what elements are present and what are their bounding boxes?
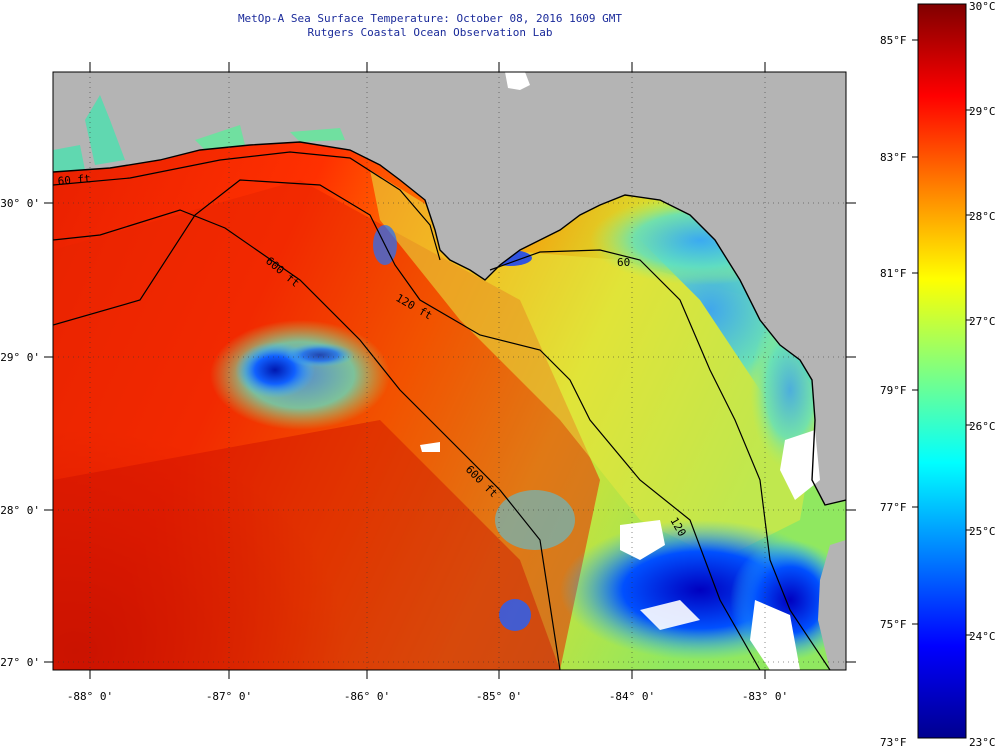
- lat-label: 27° 0': [0, 656, 40, 669]
- axis-ticks: [44, 62, 856, 679]
- map-frame: [52, 71, 847, 671]
- lat-label: 28° 0': [0, 504, 40, 517]
- lat-label: 29° 0': [0, 351, 40, 364]
- lon-label: -88° 0': [67, 690, 113, 703]
- colorbar-fahrenheit-label: 85°F: [880, 34, 907, 47]
- colorbar-fahrenheit-label: 83°F: [880, 151, 907, 164]
- colorbar-fahrenheit-label: 81°F: [880, 267, 907, 280]
- map-subtitle: Rutgers Coastal Ocean Observation Lab: [307, 26, 553, 39]
- colorbar-celsius-label: 27°C: [969, 315, 996, 328]
- isobath-label: 60 ft: [57, 172, 91, 188]
- lon-label: -83° 0': [742, 690, 788, 703]
- colorbar-celsius-label: 23°C: [969, 736, 996, 749]
- land-mass: [53, 72, 846, 505]
- lon-label: -87° 0': [206, 690, 252, 703]
- lon-label: -85° 0': [476, 690, 522, 703]
- colorbar-celsius-label: 28°C: [969, 210, 996, 223]
- lon-label: -84° 0': [609, 690, 655, 703]
- colorbar: [917, 3, 967, 739]
- map-title: MetOp-A Sea Surface Temperature: October…: [237, 12, 623, 25]
- colorbar-celsius-label: 25°C: [969, 525, 996, 538]
- colorbar-celsius-label: 29°C: [969, 105, 996, 118]
- colorbar-fahrenheit-label: 79°F: [880, 384, 907, 397]
- colorbar-celsius-label: 30°C: [969, 0, 996, 13]
- colorbar-celsius-label: 26°C: [969, 420, 996, 433]
- colorbar-fahrenheit-label: 75°F: [880, 618, 907, 631]
- map-area: 60 ft 120 ft 600 ft 600 ft 60 120: [53, 72, 846, 670]
- colorbar-celsius-label: 24°C: [969, 630, 996, 643]
- colorbar-ticks: [912, 39, 972, 636]
- lon-label: -86° 0': [344, 690, 390, 703]
- lat-label: 30° 0': [0, 197, 40, 210]
- isobath-label: 60: [617, 256, 630, 269]
- coastline: [53, 141, 846, 506]
- colorbar-fahrenheit-label: 73°F: [880, 736, 907, 749]
- colorbar-fahrenheit-label: 77°F: [880, 501, 907, 514]
